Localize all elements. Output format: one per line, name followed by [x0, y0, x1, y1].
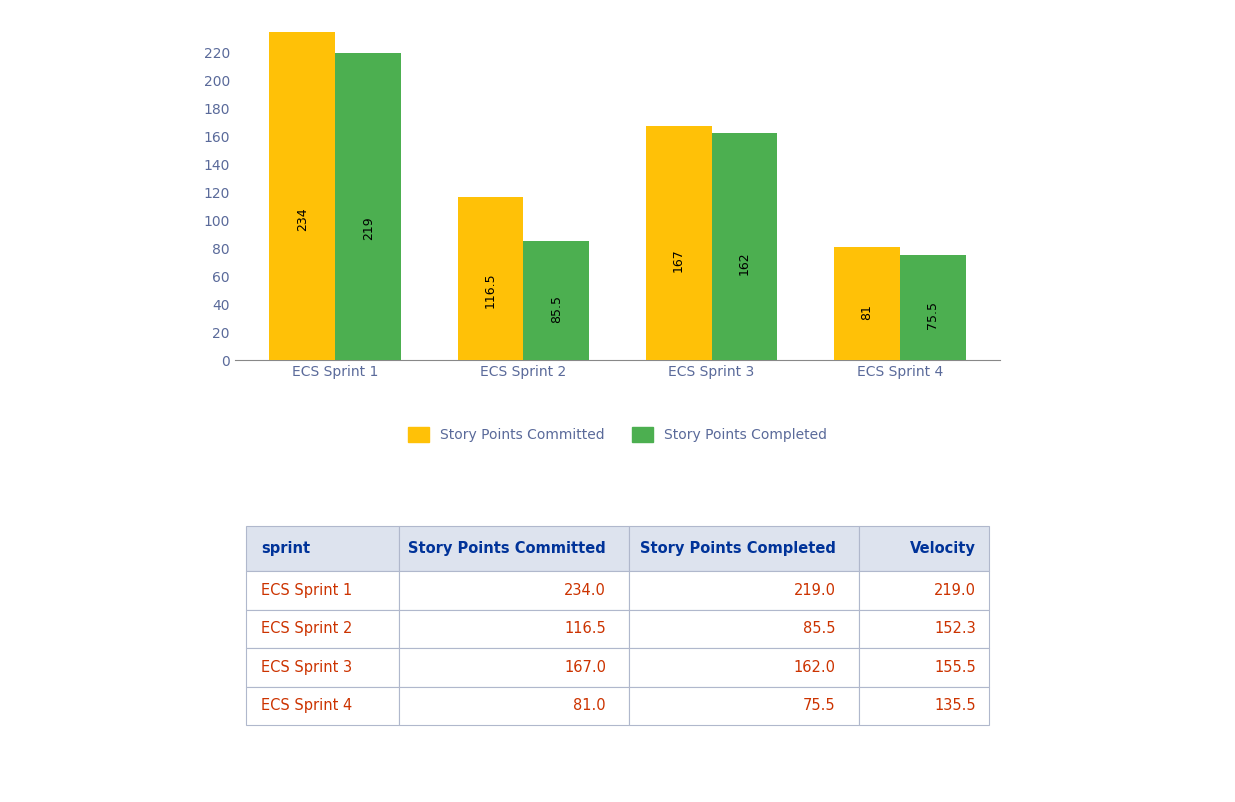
Bar	[269, 32, 335, 360]
Text: 162: 162	[739, 251, 751, 274]
Bar	[524, 241, 589, 360]
Bar	[834, 247, 900, 360]
Bar	[711, 133, 777, 360]
Bar	[335, 54, 401, 360]
Text: 219: 219	[362, 217, 374, 241]
Bar	[646, 127, 711, 360]
Text: 81: 81	[861, 304, 873, 319]
Text: 116.5: 116.5	[484, 273, 496, 308]
Bar	[900, 254, 966, 360]
Bar	[458, 197, 524, 360]
Text: 234: 234	[296, 208, 309, 231]
Text: 85.5: 85.5	[550, 295, 563, 323]
Text: 75.5: 75.5	[926, 301, 939, 329]
Legend: Story Points Committed, Story Points Completed: Story Points Committed, Story Points Com…	[403, 422, 832, 448]
Text: 167: 167	[672, 248, 685, 272]
